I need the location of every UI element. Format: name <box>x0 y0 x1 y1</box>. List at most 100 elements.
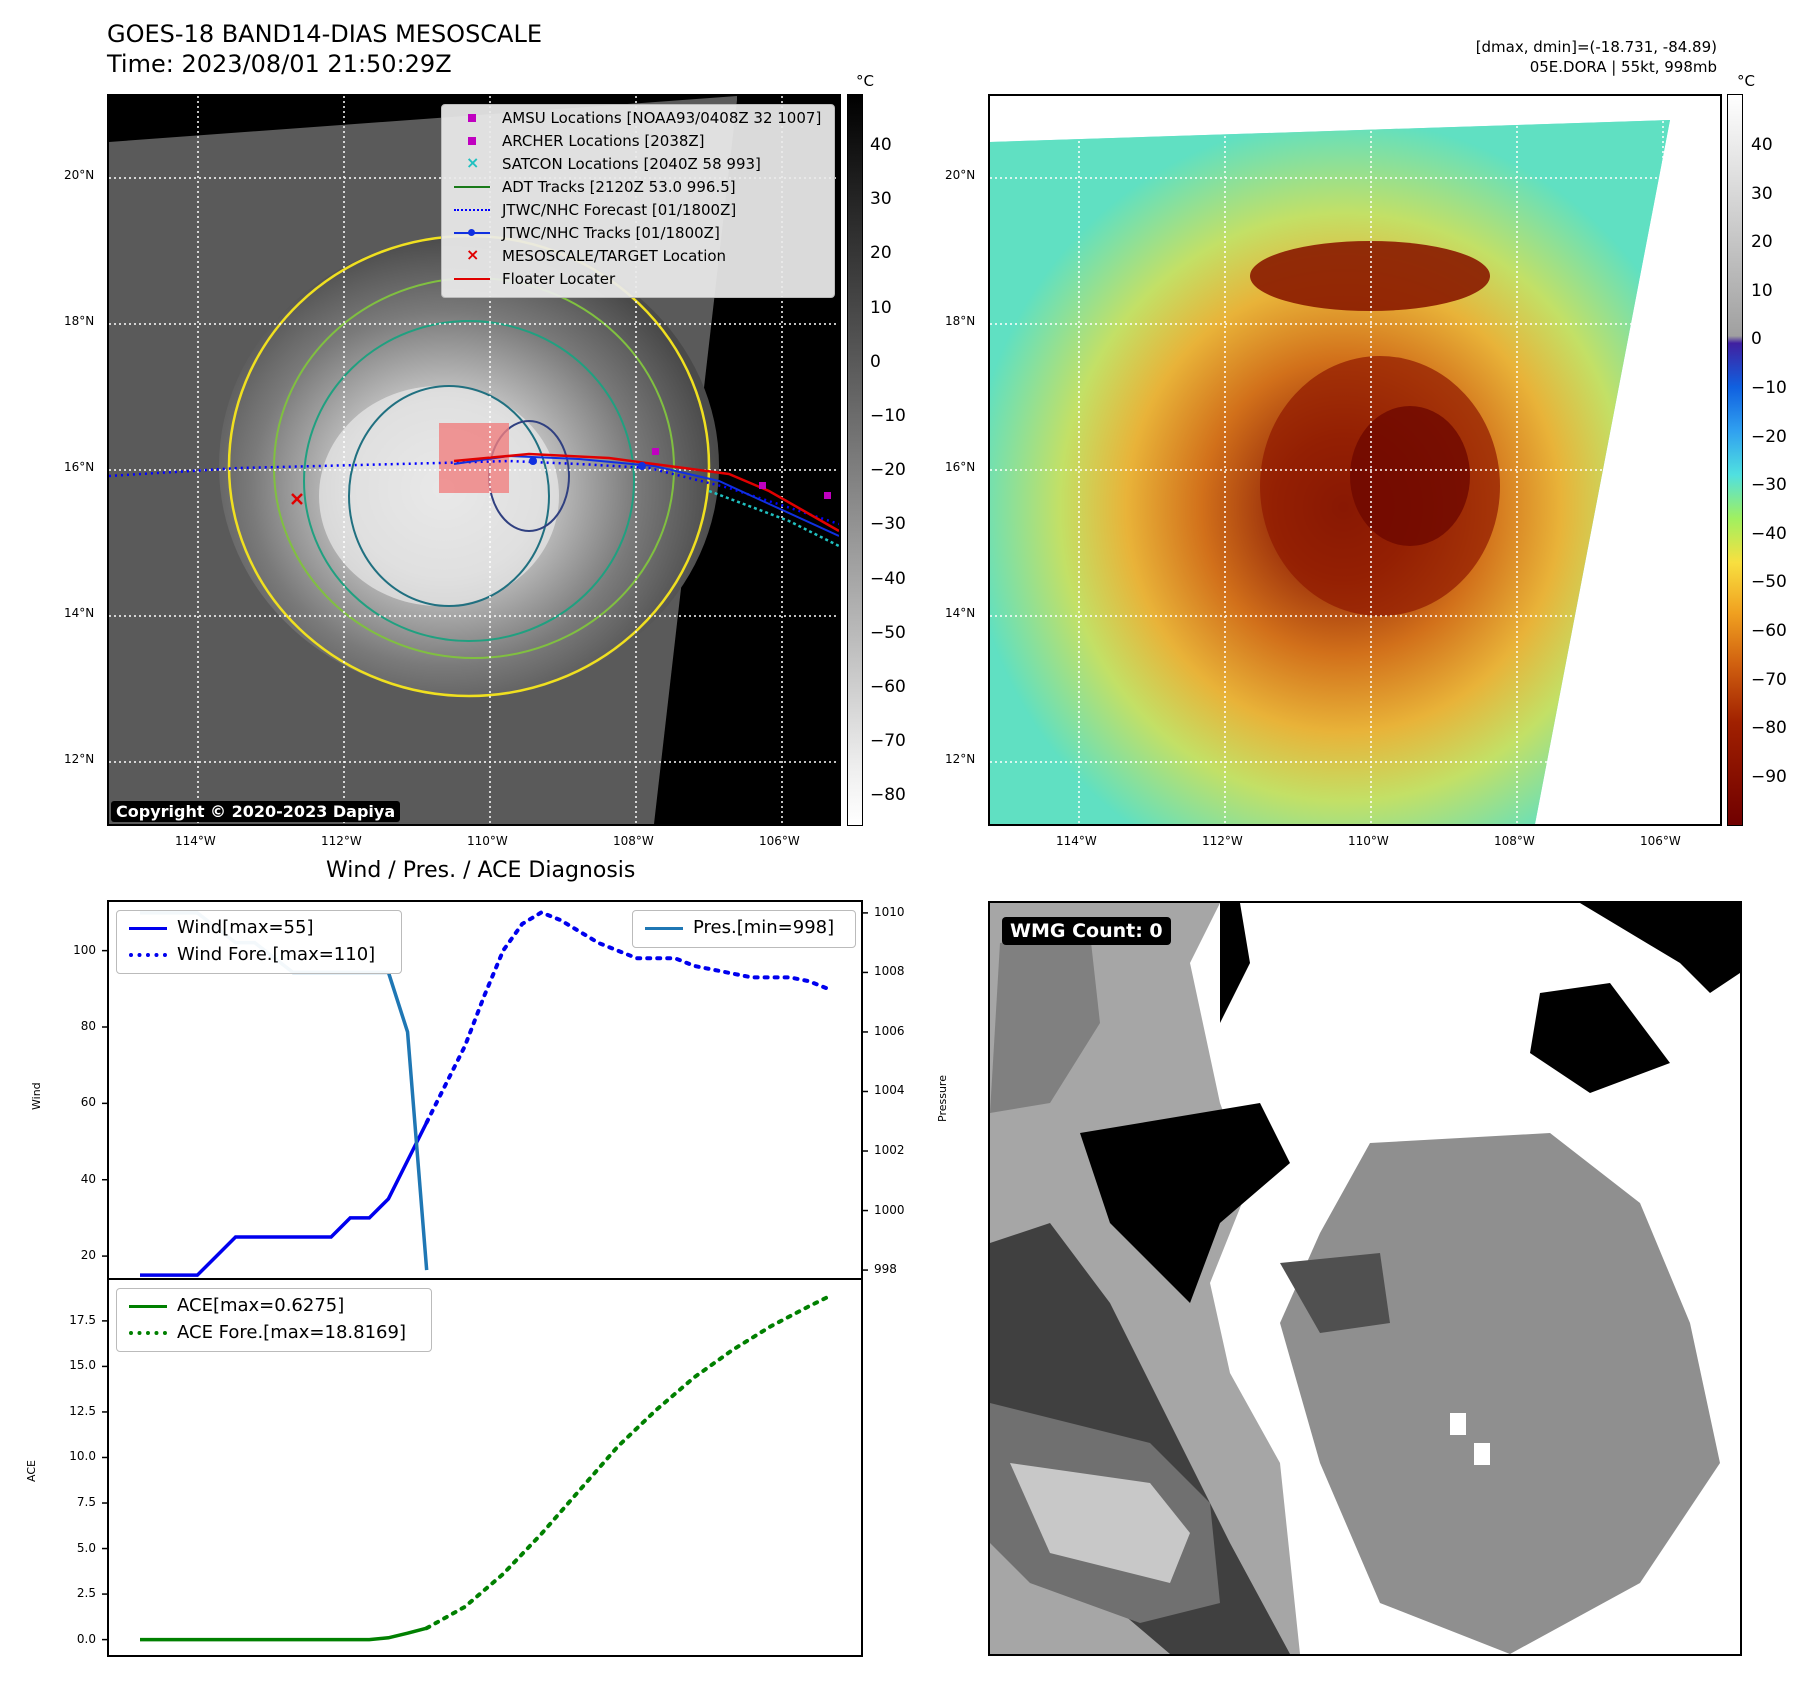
legend-tracks: JTWC/NHC Tracks [01/1800Z] <box>452 224 720 242</box>
track-point <box>529 457 537 465</box>
colorbar-tick-label: 0 <box>1751 329 1762 350</box>
lat-label: 18°N <box>64 314 95 328</box>
colorbar-tick-label: −70 <box>870 731 906 752</box>
wmg-count-badge: WMG Count: 0 <box>1002 917 1171 945</box>
colorbar-tick-label: 40 <box>870 135 892 155</box>
legend-ace-fore-label: ACE Fore.[max=18.8169] <box>177 1322 406 1343</box>
line-marker-icon <box>127 921 169 935</box>
legend-satcon: × SATCON Locations [2040Z 58 993] <box>452 153 761 173</box>
wind-ytick-label: 60 <box>80 1095 96 1110</box>
colorbar-tick-label: −80 <box>1751 718 1787 739</box>
legend-amsu: AMSU Locations [NOAA93/0408Z 32 1007] <box>452 109 821 127</box>
ace-series <box>140 1626 428 1642</box>
colorbar-tick-label: 40 <box>1751 135 1773 155</box>
satcon-track <box>708 489 839 548</box>
gray-colorbar-unit: °C <box>856 72 874 90</box>
legend-forecast-label: JTWC/NHC Forecast [01/1800Z] <box>502 201 737 219</box>
x-marker-icon: × <box>466 245 480 264</box>
line-marker-icon <box>643 921 685 935</box>
pressure-ytick-label: 998 <box>874 1262 897 1277</box>
lat-label: 12°N <box>945 752 976 766</box>
lat-label: 16°N <box>945 460 976 474</box>
colorbar-tick-label: −50 <box>870 622 906 643</box>
colorbar-tick-label: −20 <box>1751 426 1787 447</box>
ace-ytick-label: 15.0 <box>69 1358 96 1373</box>
wind-ytick-label: 40 <box>80 1171 96 1186</box>
lon-label: 108°W <box>613 834 654 848</box>
legend-satcon-label: SATCON Locations [2040Z 58 993] <box>502 155 761 173</box>
legend-wind: Wind[max=55] <box>127 917 314 938</box>
colorbar-tick-label: −30 <box>870 514 906 535</box>
lon-label: 114°W <box>1056 834 1097 848</box>
legend-forecast: JTWC/NHC Forecast [01/1800Z] <box>452 201 736 219</box>
colorbar-tick-label: 20 <box>870 243 892 264</box>
wmg-image <box>990 903 1740 1654</box>
ace-ytick-label: 5.0 <box>76 1540 96 1555</box>
lon-label: 110°W <box>467 834 508 848</box>
dmax-dmin-info: [dmax, dmin]=(-18.731, -84.89) <box>1475 38 1717 56</box>
colorbar-tick-label: −60 <box>870 677 906 697</box>
legend-archer-label: ARCHER Locations [2038Z] <box>502 132 705 150</box>
lat-label: 20°N <box>64 168 95 182</box>
line-dot-icon <box>452 226 494 240</box>
lon-label: 106°W <box>759 834 800 848</box>
chart-time: Time: 2023/08/01 21:50:29Z <box>107 50 452 78</box>
wind-series <box>140 1121 429 1277</box>
pressure-ytick-label: 1010 <box>874 904 905 919</box>
lat-label: 16°N <box>64 460 95 474</box>
ace-ytick-label: 0.0 <box>76 1631 96 1646</box>
ace-ytick-label: 10.0 <box>69 1449 96 1464</box>
colorbar-tick-label: −40 <box>870 568 906 589</box>
ace-ytick-label: 17.5 <box>69 1312 96 1327</box>
diagnosis-title: Wind / Pres. / ACE Diagnosis <box>326 858 636 883</box>
map-gridlines <box>990 96 1720 824</box>
lon-label: 114°W <box>175 834 216 848</box>
colorbar-tick-label: −80 <box>870 785 906 806</box>
legend-adt: ADT Tracks [2120Z 53.0 996.5] <box>452 178 736 196</box>
colorbar-tick-label: −90 <box>1751 766 1787 787</box>
colorbar-tick-label: −70 <box>1751 669 1787 690</box>
dotted-line-icon <box>127 948 169 962</box>
ir-map-color <box>988 94 1722 826</box>
pressure-ytick-label: 1006 <box>874 1023 905 1038</box>
pressure-ytick-label: 1008 <box>874 964 905 979</box>
lat-label: 14°N <box>64 606 95 620</box>
legend-ace-label: ACE[max=0.6275] <box>177 1295 345 1316</box>
line-marker-icon <box>452 180 494 194</box>
lon-label: 110°W <box>1348 834 1389 848</box>
legend-wind-fore: Wind Fore.[max=110] <box>127 944 375 965</box>
legend-pressure: Pres.[min=998] <box>643 917 834 938</box>
lon-label: 112°W <box>321 834 362 848</box>
colorbar-tick-label: 10 <box>870 297 892 318</box>
ir-map-grayscale: AMSU Locations [NOAA93/0408Z 32 1007] AR… <box>107 94 841 826</box>
legend-archer: ARCHER Locations [2038Z] <box>452 132 705 150</box>
wmg-panel: WMG Count: 0 <box>988 901 1742 1656</box>
colorbar-tick-label: 30 <box>870 189 892 210</box>
line-marker-icon <box>452 272 494 286</box>
lat-label: 14°N <box>945 606 976 620</box>
ir-map-color-svg <box>990 96 1720 824</box>
storm-info: 05E.DORA | 55kt, 998mb <box>1529 58 1717 76</box>
pressure-ytick-label: 1000 <box>874 1202 905 1217</box>
pressure-ytick-label: 1004 <box>874 1083 905 1098</box>
legend-target: × MESOSCALE/TARGET Location <box>452 245 726 265</box>
legend-floater-label: Floater Locater <box>502 270 616 288</box>
legend-tracks-label: JTWC/NHC Tracks [01/1800Z] <box>502 224 720 242</box>
color-colorbar <box>1727 94 1743 826</box>
ace-legend: ACE[max=0.6275] ACE Fore.[max=18.8169] <box>116 1288 432 1352</box>
square-marker-icon <box>452 111 494 125</box>
legend-pressure-label: Pres.[min=998] <box>693 917 835 938</box>
archer-marker <box>652 448 659 455</box>
lon-label: 106°W <box>1640 834 1681 848</box>
legend-amsu-label: AMSU Locations [NOAA93/0408Z 32 1007] <box>502 109 822 127</box>
track-point <box>638 462 646 470</box>
legend-adt-label: ADT Tracks [2120Z 53.0 996.5] <box>502 178 736 196</box>
target-location-marker <box>291 493 303 505</box>
pressure-ytick-label: 1002 <box>874 1143 905 1158</box>
colorbar-tick-label: −40 <box>1751 523 1787 544</box>
ace-ytick-label: 2.5 <box>76 1586 96 1601</box>
ace-forecast-series <box>424 1294 830 1631</box>
colorbar-tick-label: −50 <box>1751 572 1787 593</box>
chart-title: GOES-18 BAND14-DIAS MESOSCALE <box>107 20 543 48</box>
wind-ytick-label: 20 <box>80 1248 96 1263</box>
